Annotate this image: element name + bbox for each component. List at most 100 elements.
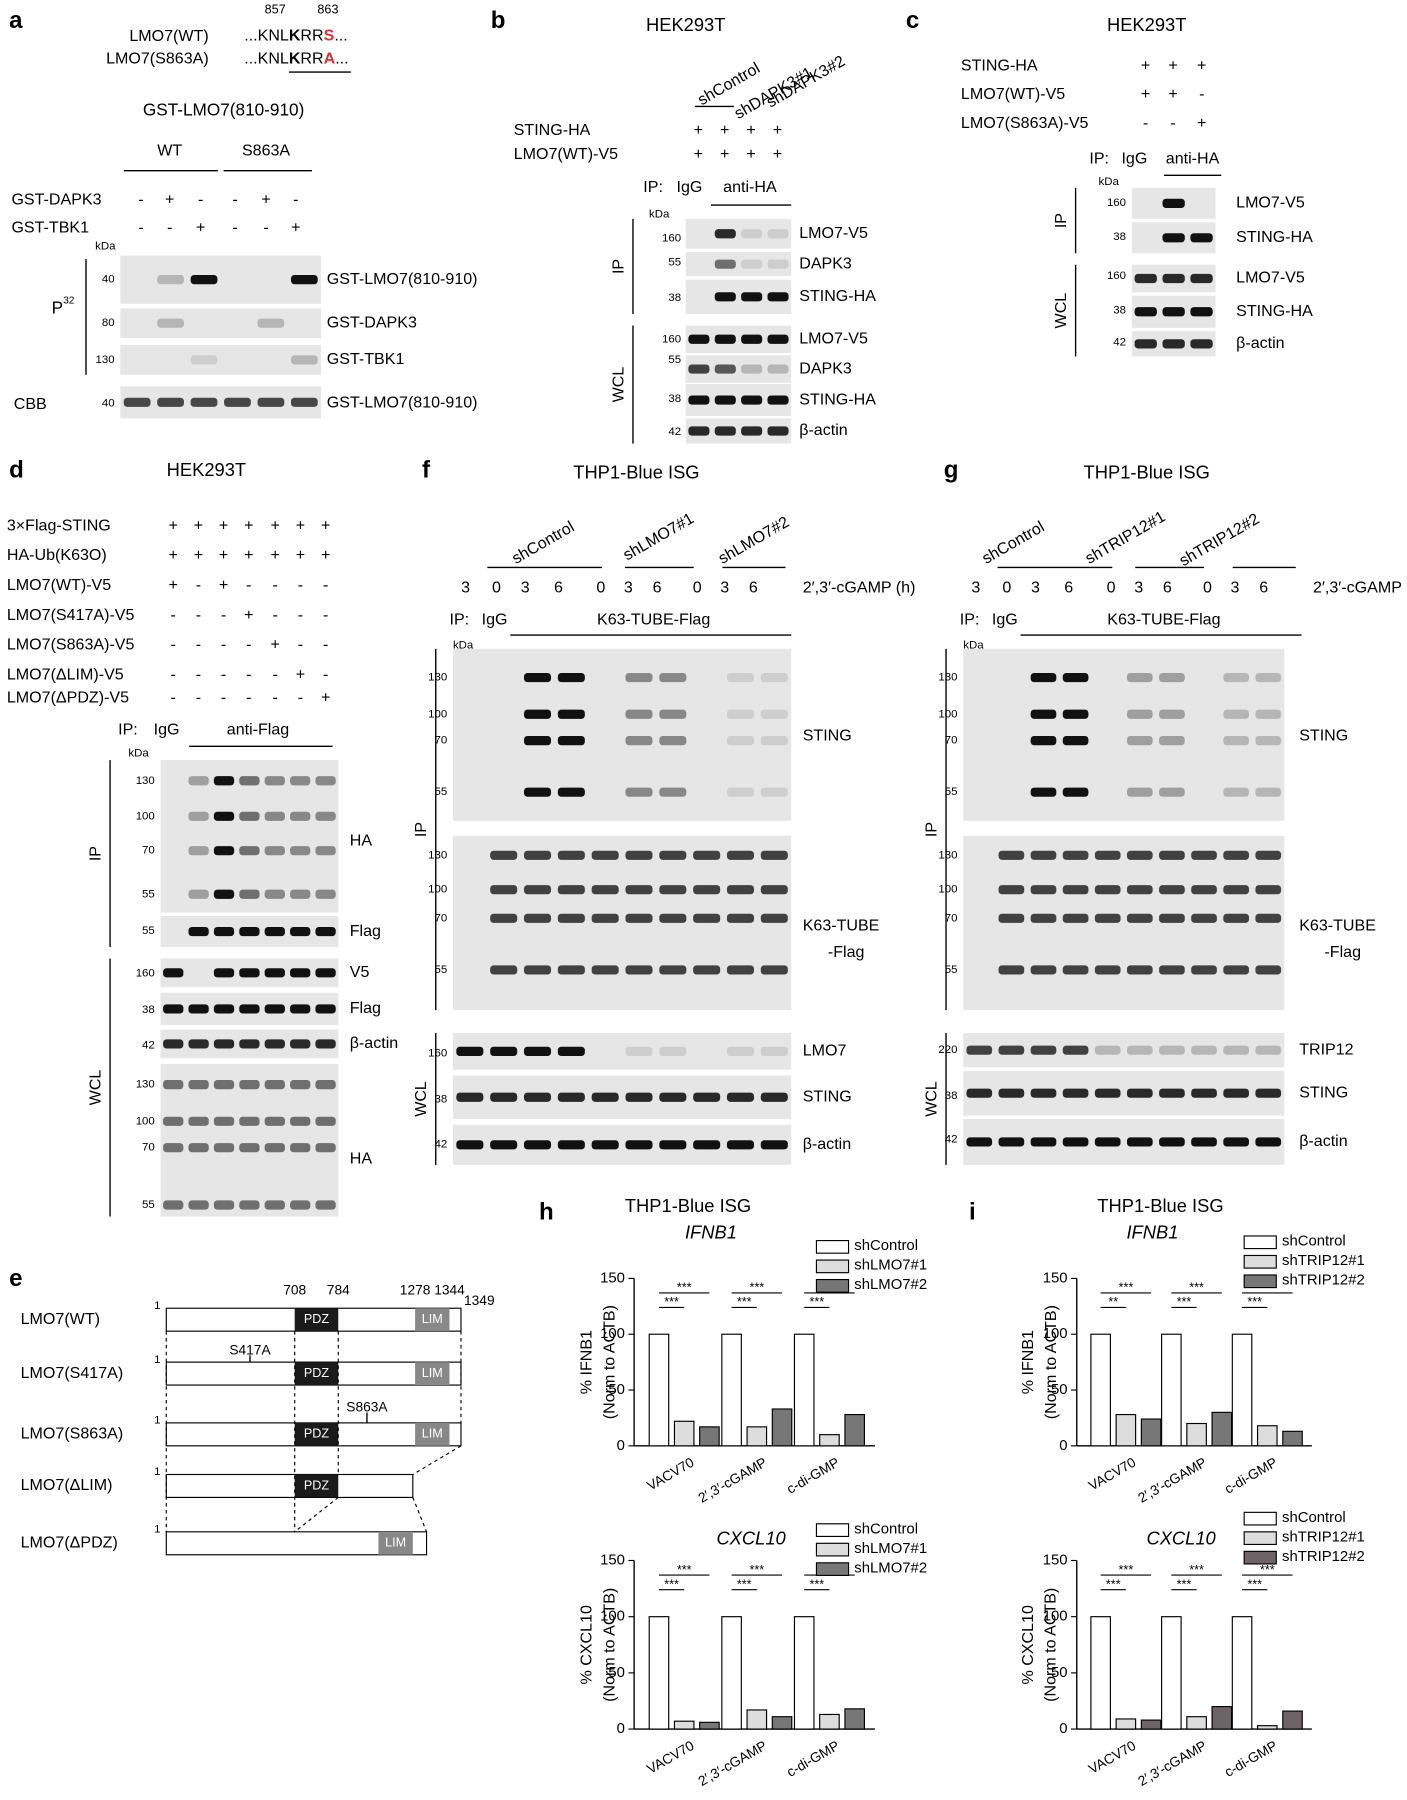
condition-sign: + xyxy=(244,516,253,534)
cell-line: HEK293T xyxy=(646,14,725,35)
band xyxy=(1190,307,1213,317)
x-tick-label: VACV70 xyxy=(644,1738,697,1777)
sequence-part: ... xyxy=(335,50,348,68)
band xyxy=(1255,736,1282,746)
band xyxy=(239,776,260,786)
bar xyxy=(1211,1411,1233,1447)
condition-sign: - xyxy=(221,688,226,706)
lim-domain xyxy=(415,1422,450,1446)
y-tick-label: 150 xyxy=(600,1552,625,1568)
domain-label: PDZ xyxy=(304,1427,330,1441)
protein-label: STING xyxy=(1299,1083,1348,1101)
y-tick-label: 50 xyxy=(1051,1382,1068,1398)
band xyxy=(315,1080,336,1090)
protein-label: Flag xyxy=(350,999,381,1017)
band xyxy=(760,672,788,683)
band xyxy=(741,395,763,405)
mw-marker: 38 xyxy=(434,1094,447,1106)
condition-sign: - xyxy=(198,191,203,209)
condition-sign: + xyxy=(296,665,305,683)
band xyxy=(726,885,755,895)
band xyxy=(1062,1045,1089,1055)
band xyxy=(557,709,585,719)
ip-group: IgG xyxy=(154,721,180,739)
band xyxy=(625,850,653,860)
condition-name: HA-Ub(K63O) xyxy=(7,546,107,564)
legend-label: shTRIP12#1 xyxy=(1282,1530,1365,1546)
band xyxy=(1190,339,1213,349)
band xyxy=(625,885,653,895)
band xyxy=(1255,965,1282,975)
band xyxy=(659,709,687,719)
band xyxy=(239,1143,260,1153)
y-tick-label: 0 xyxy=(1059,1438,1067,1454)
dashed-guide xyxy=(294,1496,339,1533)
significance: *** xyxy=(1119,1563,1134,1577)
significance: *** xyxy=(677,1563,692,1577)
mw-marker: 42 xyxy=(668,426,681,438)
band xyxy=(1159,709,1185,719)
condition-sign: - xyxy=(273,576,278,594)
band xyxy=(767,259,789,269)
legend-swatch xyxy=(1243,1550,1277,1565)
residue-number: 857 xyxy=(265,2,286,16)
band xyxy=(760,1046,788,1056)
band xyxy=(1094,1045,1121,1055)
panel-letter: d xyxy=(9,456,24,483)
band xyxy=(1030,1045,1057,1055)
band xyxy=(714,229,736,239)
domain-label: LIM xyxy=(385,1536,406,1550)
chart-title: CXCL10 xyxy=(716,1528,786,1549)
protein-bar xyxy=(165,1531,428,1556)
band xyxy=(693,850,721,860)
band xyxy=(190,355,218,365)
legend-label: shTRIP12#2 xyxy=(1282,1549,1365,1565)
band xyxy=(264,776,285,786)
band xyxy=(966,1088,993,1098)
band xyxy=(188,1080,209,1090)
band xyxy=(741,426,763,436)
mw-marker: 220 xyxy=(938,1044,957,1056)
mw-marker: 100 xyxy=(938,884,957,896)
band xyxy=(1134,273,1157,284)
protein-label: GST-DAPK3 xyxy=(327,313,417,331)
protein-label: STING-HA xyxy=(799,390,876,408)
band xyxy=(523,913,552,923)
band xyxy=(741,364,763,374)
band xyxy=(591,885,619,895)
band xyxy=(726,709,755,719)
band xyxy=(315,1200,336,1210)
y-axis-label: % IFNB1 xyxy=(577,1330,595,1394)
band xyxy=(1030,885,1057,895)
condition-sign: - xyxy=(1199,85,1204,103)
protein-label: V5 xyxy=(350,963,370,981)
band xyxy=(760,850,788,860)
band xyxy=(188,846,209,856)
band xyxy=(726,672,755,683)
band xyxy=(625,787,653,797)
condition-sign: - xyxy=(221,636,226,654)
band xyxy=(767,229,789,239)
band xyxy=(239,926,260,937)
mw-marker: 55 xyxy=(945,786,958,798)
band xyxy=(239,1039,260,1049)
band xyxy=(1062,736,1089,746)
kda: kDa xyxy=(95,240,116,252)
significance: *** xyxy=(737,1295,752,1309)
timepoint: 3 xyxy=(1031,578,1040,596)
bar xyxy=(1090,1333,1111,1447)
domain-label: LIM xyxy=(422,1427,443,1441)
residue-number: 1 xyxy=(154,1415,160,1427)
band xyxy=(625,736,653,746)
band xyxy=(1223,787,1249,797)
significance: *** xyxy=(664,1577,679,1591)
condition-sign: - xyxy=(196,665,201,683)
sequence-part: A xyxy=(324,50,336,68)
mw-marker: 55 xyxy=(945,964,958,976)
condition-sign: - xyxy=(246,576,251,594)
band xyxy=(714,259,736,269)
domain-label: PDZ xyxy=(304,1478,330,1492)
cell-line: THP1-Blue ISG xyxy=(1084,461,1210,482)
mw-marker: 38 xyxy=(668,292,681,304)
